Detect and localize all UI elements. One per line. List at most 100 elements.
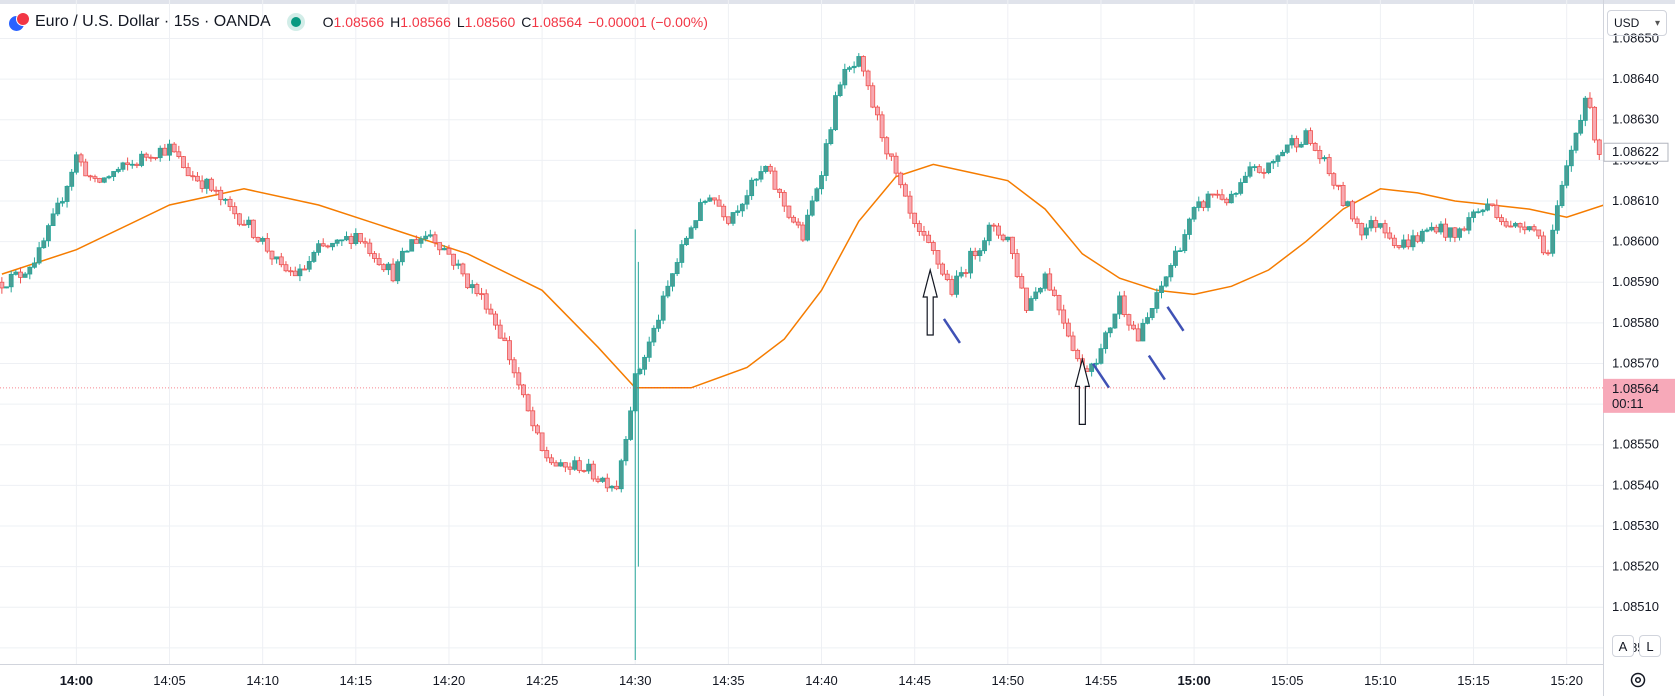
candle-down: [1331, 173, 1337, 186]
candle-down: [875, 106, 880, 116]
candle-down: [181, 156, 186, 169]
candle-down: [1056, 295, 1062, 311]
candle-up: [1513, 223, 1518, 227]
price-axis[interactable]: 1.086501.086401.086301.086201.086101.086…: [1603, 0, 1675, 664]
chart-settings-icon[interactable]: [1628, 670, 1648, 690]
candle-up: [572, 460, 578, 470]
price-chart[interactable]: [0, 0, 1603, 664]
candle-down: [390, 263, 396, 282]
candle-up: [1191, 207, 1197, 220]
candle-up: [339, 239, 345, 242]
candle-down: [535, 425, 540, 434]
candle-down: [795, 221, 801, 226]
candle-down: [898, 172, 904, 186]
candle-up: [828, 129, 834, 145]
currency-select[interactable]: USD ▾: [1607, 10, 1667, 36]
candle-down: [1517, 223, 1523, 228]
candle-down: [437, 242, 443, 251]
candle-up: [1401, 239, 1407, 248]
x-tick-label: 15:20: [1550, 673, 1583, 688]
symbol-title[interactable]: Euro / U.S. Dollar · 15s · OANDA: [35, 13, 271, 30]
candle-up: [1410, 235, 1416, 248]
candle-down: [1256, 166, 1262, 173]
candle-up: [1554, 205, 1560, 231]
market-status-icon[interactable]: [290, 17, 301, 27]
candle-up: [50, 213, 56, 227]
candle-up: [1280, 151, 1285, 157]
candle-up: [297, 268, 303, 277]
x-tick-label: 14:30: [619, 673, 652, 688]
candle-down: [288, 270, 294, 273]
candle-down: [1121, 295, 1127, 316]
candle-down: [362, 241, 368, 244]
candle-down: [1373, 220, 1379, 228]
candle-up: [1419, 230, 1425, 242]
candle-up: [1457, 228, 1462, 238]
auto-scale-button[interactable]: A: [1612, 635, 1634, 657]
candle-up: [455, 263, 461, 266]
candle-down: [185, 167, 191, 177]
time-axis-border: [0, 664, 1603, 665]
candle-up: [1033, 291, 1039, 299]
candle-down: [930, 242, 936, 251]
candle-down: [767, 165, 773, 172]
candle-down: [1047, 273, 1053, 291]
candle-down: [912, 212, 918, 224]
candle-down: [1065, 322, 1071, 337]
candle-down: [996, 225, 1001, 236]
candle-down: [1443, 223, 1448, 238]
candle-up: [558, 462, 564, 467]
candle-up: [115, 168, 121, 172]
candle-down: [479, 293, 484, 296]
candle-down: [884, 137, 890, 155]
candle-down: [358, 233, 363, 243]
candle-up: [809, 200, 815, 216]
log-scale-button[interactable]: L: [1639, 635, 1661, 657]
candle-down: [162, 147, 168, 156]
candle-up: [739, 203, 745, 212]
candle-down: [0, 281, 5, 289]
candle-up: [157, 147, 163, 159]
candle-up: [1568, 149, 1574, 167]
candle-down: [78, 154, 84, 163]
candle-down: [97, 178, 103, 183]
candle-up: [642, 356, 647, 370]
y-tick-label: 1.08610: [1612, 193, 1659, 208]
candle-down: [1354, 218, 1360, 224]
candle-down: [1433, 226, 1439, 233]
candle-down: [1051, 289, 1057, 296]
candle-up: [344, 236, 349, 241]
candle-down: [199, 180, 205, 189]
candle-down: [1312, 143, 1318, 151]
candle-down: [190, 175, 196, 178]
candle-down: [949, 279, 955, 295]
candle-up: [8, 273, 14, 288]
candle-up: [55, 202, 61, 215]
candle-up: [735, 210, 741, 213]
candle-up: [609, 485, 615, 489]
candle-up: [1447, 227, 1453, 238]
candle-down: [1294, 138, 1299, 148]
candle-up: [837, 84, 843, 96]
candle-down: [236, 213, 242, 225]
candle-down: [488, 308, 494, 315]
y-tick-label: 1.08550: [1612, 437, 1659, 452]
candle-up: [758, 171, 764, 180]
candle-down: [1061, 309, 1067, 324]
time-axis[interactable]: 14:00 14:05 14:10 14:15 14:20 14:25 14:30 14:35…: [0, 664, 1603, 696]
candle-up: [330, 242, 335, 248]
candle-up: [1163, 276, 1169, 287]
candle-down: [800, 224, 806, 241]
candle-down: [1359, 223, 1365, 236]
candle-up: [223, 198, 228, 201]
ma-price-label: 1.08622: [1612, 144, 1659, 159]
candle-down: [1326, 157, 1332, 175]
candle-down: [1391, 237, 1397, 246]
candle-down: [1396, 245, 1402, 248]
candle-up: [306, 261, 312, 270]
ohlc-close: C1.08564: [521, 14, 582, 30]
candle-up: [111, 171, 117, 177]
candle-up: [1042, 273, 1048, 289]
drawings-layer[interactable]: [922, 267, 1185, 426]
candle-up: [977, 250, 983, 257]
